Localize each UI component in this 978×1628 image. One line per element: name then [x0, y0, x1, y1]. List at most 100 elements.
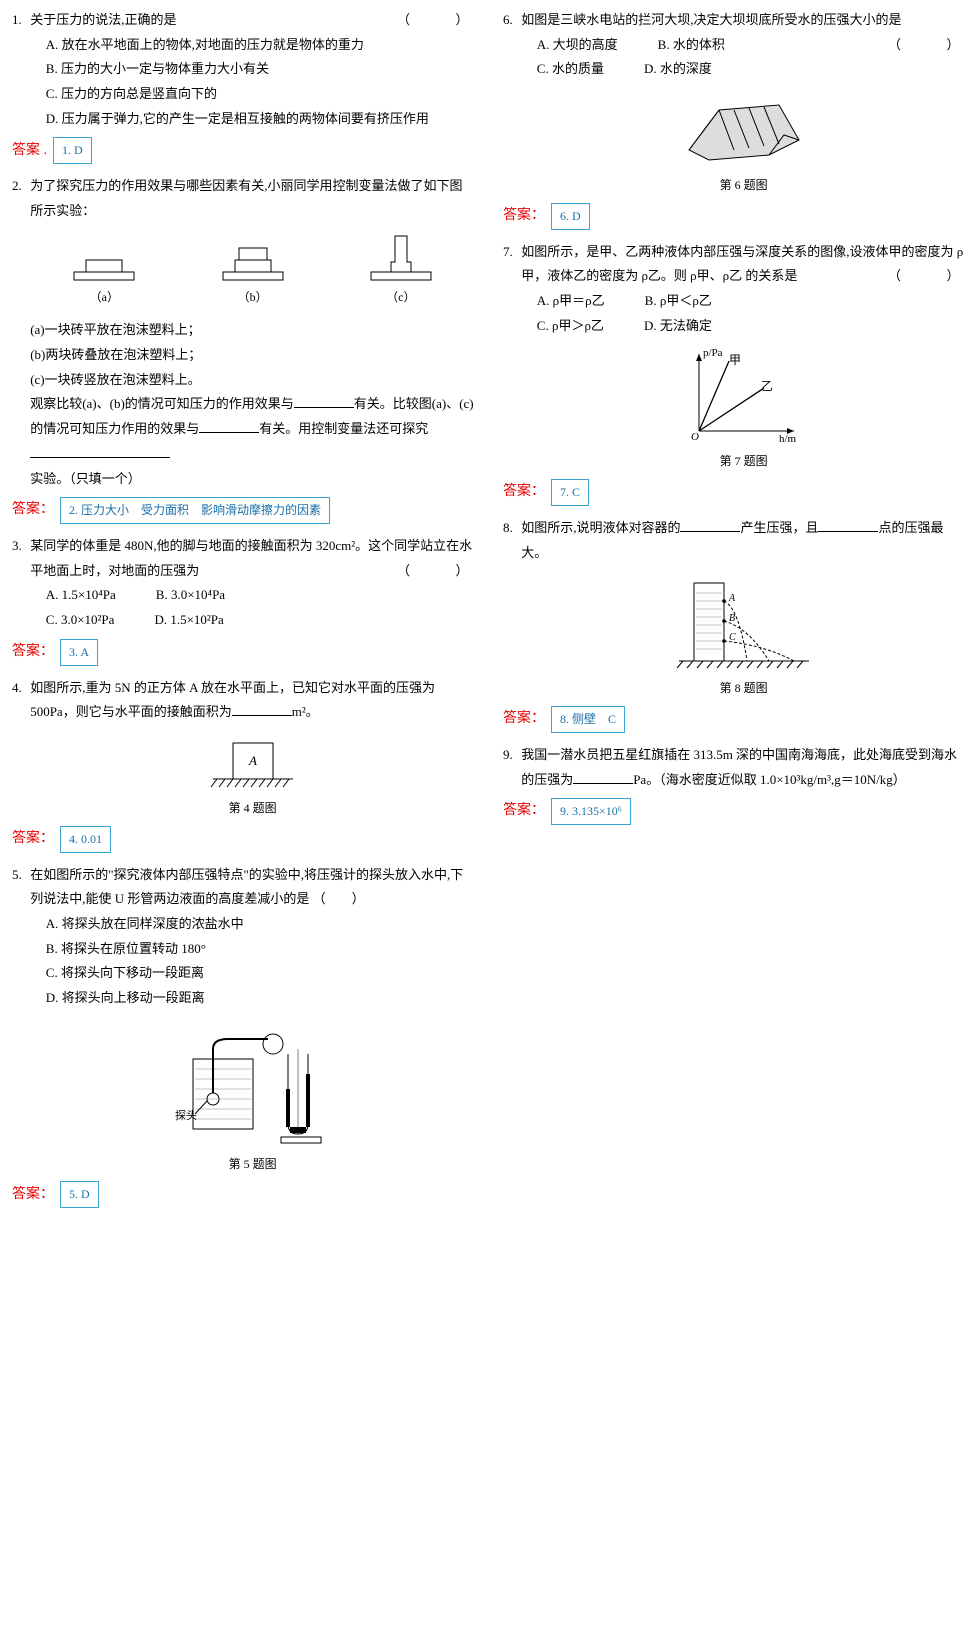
q7-figure: p/Pa h/m O 甲 乙: [521, 346, 966, 446]
x-axis-label: h/m: [779, 433, 797, 445]
q8-stem-mid: 产生压强，且: [740, 520, 818, 535]
cube-on-ground-icon: A: [193, 733, 313, 793]
left-column: 1.关于压力的说法,正确的是 （ ） A. 放在水平地面上的物体,对地面的压力就是…: [12, 8, 475, 1218]
q9-stem-post: Pa。（海水密度近似取 1.0×10³kg/m³,g＝10N/kg）: [633, 772, 906, 787]
q1-opt-b: B. 压力的大小一定与物体重力大小有关: [46, 57, 475, 82]
q3-opt-b: B. 3.0×10⁴Pa: [156, 583, 225, 608]
q5-opt-c: C. 将探头向下移动一段距离: [46, 961, 475, 986]
q2-fill2-post: 有关。用控制变量法还可探究: [259, 421, 428, 436]
q5-answer: 5. D: [60, 1181, 99, 1208]
q6-answer: 6. D: [551, 203, 590, 230]
point-c-label: C: [729, 632, 736, 643]
q3-answer-row: 答案： 3. A: [12, 639, 475, 666]
q2-diagrams: （a） （b）: [30, 234, 475, 309]
point-b-label: B: [729, 613, 735, 624]
q2-fill-end: 实验。（只填一个）: [30, 467, 475, 492]
q1-opt-d: D. 压力属于弹力,它的产生一定是相互接触的两物体间要有挤压作用: [46, 107, 475, 132]
series-jia-label: 甲: [729, 353, 741, 367]
q4-answer: 4. 0.01: [60, 826, 111, 853]
q7-opt-b: B. ρ甲＜ρ乙: [645, 289, 712, 314]
q3-opt-a: A. 1.5×10⁴Pa: [46, 583, 116, 608]
q8-fig-cap: 第 8 题图: [521, 677, 966, 700]
container-jets-icon: A B C: [669, 573, 819, 673]
q5-stem: 在如图所示的"探究液体内部压强特点"的实验中,将压强计的探头放入水中,下列说法中…: [30, 867, 463, 907]
answer-label: 答案：: [12, 639, 54, 666]
q5-opt-b: B. 将探头在原位置转动 180°: [46, 937, 475, 962]
q4-fig-label: A: [248, 753, 257, 768]
q6-num: 6.: [503, 8, 521, 33]
pressure-gauge-icon: 探头: [173, 1019, 333, 1149]
blank: [573, 771, 633, 784]
right-column: 6.如图是三峡水电站的拦河大坝,决定大坝坝底所受水的压强大小的是（ ） A. 大…: [503, 8, 966, 1218]
q3-opt-c: C. 3.0×10²Pa: [46, 608, 115, 633]
q8-answer-row: 答案： 8. 侧壁 C: [503, 706, 966, 733]
q6-opt-b: B. 水的体积: [658, 33, 725, 58]
q1-opt-a: A. 放在水平地面上的物体,对地面的压力就是物体的重力: [46, 33, 475, 58]
q4-answer-row: 答案： 4. 0.01: [12, 826, 475, 853]
answer-label: 答案：: [503, 479, 545, 506]
q1-stem: 关于压力的说法,正确的是: [30, 12, 176, 27]
q2-fill-text: 观察比较(a)、(b)的情况可知压力的作用效果与有关。比较图(a)、(c)的情况…: [30, 392, 475, 466]
question-9: 9.我国一潜水员把五星红旗插在 313.5m 深的中国南海海底，此处海底受到海水…: [503, 743, 966, 792]
q4-figure: A: [30, 733, 475, 793]
q1-paren: （ ）: [397, 8, 475, 33]
q7-answer-row: 答案： 7. C: [503, 479, 966, 506]
answer-label: 答案：: [503, 203, 545, 230]
q9-num: 9.: [503, 743, 521, 768]
y-axis-label: p/Pa: [703, 347, 723, 359]
q5-opt-a: A. 将探头放在同样深度的浓盐水中: [46, 912, 475, 937]
q3-paren: （ ）: [397, 559, 475, 584]
q3-num: 3.: [12, 534, 30, 559]
answer-label: 答案：: [12, 1182, 54, 1209]
q6-paren: （ ）: [888, 33, 966, 58]
q2-diagram-c: （c）: [361, 234, 441, 309]
q7-answer: 7. C: [551, 479, 589, 506]
q7-opt-d: D. 无法确定: [644, 314, 712, 339]
q3-options: A. 1.5×10⁴Pa B. 3.0×10⁴Pa C. 3.0×10²Pa D…: [30, 583, 475, 632]
pressure-depth-chart: p/Pa h/m O 甲 乙: [679, 346, 809, 446]
q2-answer-row: 答案： 2. 压力大小 受力面积 影响滑动摩擦力的因素: [12, 497, 475, 524]
answer-label: 答案：: [12, 497, 54, 524]
q7-opt-a: A. ρ甲＝ρ乙: [537, 289, 605, 314]
q6-figure: [521, 90, 966, 170]
q7-num: 7.: [503, 240, 521, 265]
q2-line-b: (b)两块砖叠放在泡沫塑料上；: [30, 343, 475, 368]
brick-vertical-icon: [361, 234, 441, 282]
q1-answer: 1. D: [53, 137, 92, 164]
q3-opt-d: D. 1.5×10²Pa: [154, 608, 223, 633]
point-a-label: A: [728, 593, 736, 604]
q6-answer-row: 答案： 6. D: [503, 203, 966, 230]
q5-answer-row: 答案： 5. D: [12, 1181, 475, 1208]
blank: [199, 420, 259, 433]
q2-sub-a: （a）: [64, 286, 144, 309]
q8-figure: A B C: [521, 573, 966, 673]
q2-stem: 为了探究压力的作用效果与哪些因素有关,小丽同学用控制变量法做了如下图所示实验：: [30, 178, 462, 218]
q7-opt-c: C. ρ甲＞ρ乙: [537, 314, 604, 339]
q2-sub-c: （c）: [361, 286, 441, 309]
q2-diagram-b: （b）: [213, 242, 293, 309]
blank: [30, 445, 170, 458]
q7-paren: （ ）: [888, 264, 966, 289]
blank: [294, 395, 354, 408]
q7-options: A. ρ甲＝ρ乙 B. ρ甲＜ρ乙 C. ρ甲＞ρ乙 D. 无法确定: [521, 289, 966, 338]
q5-figure: 探头: [30, 1019, 475, 1149]
question-1: 1.关于压力的说法,正确的是 （ ） A. 放在水平地面上的物体,对地面的压力就是…: [12, 8, 475, 131]
question-6: 6.如图是三峡水电站的拦河大坝,决定大坝坝底所受水的压强大小的是（ ） A. 大…: [503, 8, 966, 197]
dam-icon: [679, 90, 809, 170]
q2-diagram-a: （a）: [64, 242, 144, 309]
q5-options: A. 将探头放在同样深度的浓盐水中 B. 将探头在原位置转动 180° C. 将…: [30, 912, 475, 1011]
q6-fig-cap: 第 6 题图: [521, 174, 966, 197]
brick-stack-icon: [213, 242, 293, 282]
q9-answer-row: 答案： 9. 3.135×10⁶: [503, 798, 966, 825]
answer-label: 答案 .: [12, 138, 47, 165]
q6-opt-a: A. 大坝的高度: [537, 33, 618, 58]
q6-opt-c: C. 水的质量: [537, 57, 604, 82]
blank: [680, 519, 740, 532]
q1-num: 1.: [12, 8, 30, 33]
q2-line-c: (c)一块砖竖放在泡沫塑料上。: [30, 368, 475, 393]
question-3: 3.某同学的体重是 480N,他的脚与地面的接触面积为 320cm²。这个同学站…: [12, 534, 475, 633]
q5-opt-d: D. 将探头向上移动一段距离: [46, 986, 475, 1011]
q6-opt-d: D. 水的深度: [644, 57, 712, 82]
q2-fill1-pre: 观察比较(a)、(b)的情况可知压力的作用效果与: [30, 396, 294, 411]
answer-label: 答案：: [503, 798, 545, 825]
